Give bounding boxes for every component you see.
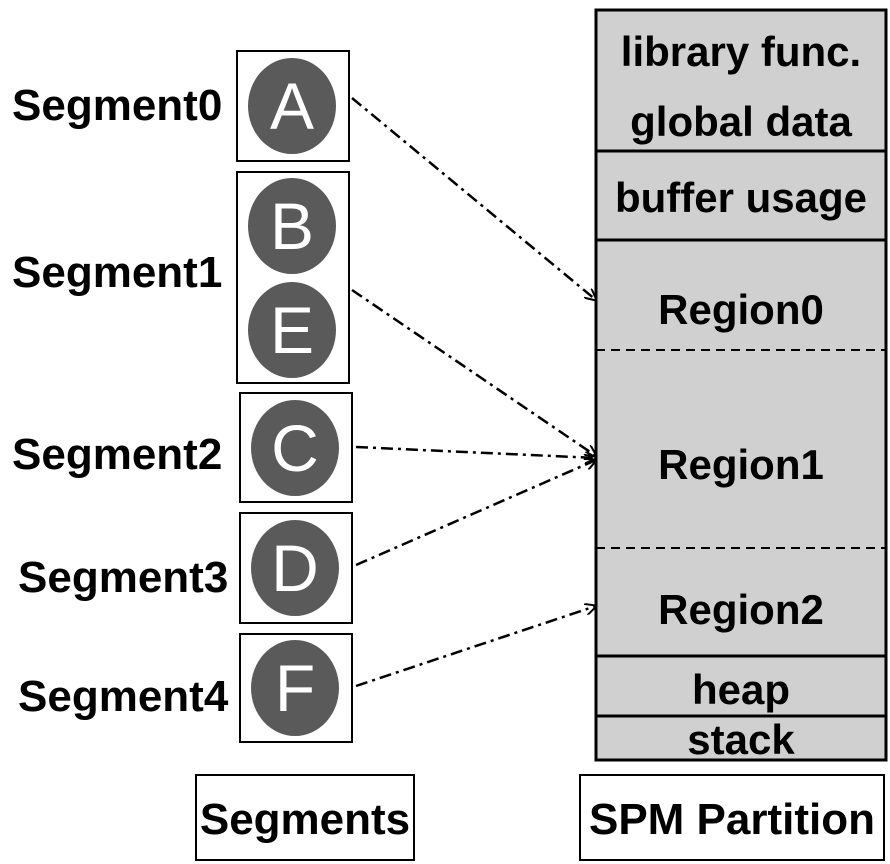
segment-label-3: Segment3 <box>18 553 228 602</box>
svg-text:C: C <box>271 411 319 485</box>
segment-circle-b: B <box>248 178 336 274</box>
svg-text:B: B <box>270 189 314 263</box>
arrow-segment0-to-region0 <box>351 97 596 300</box>
spm-partition-block <box>594 8 888 762</box>
segment-label-1: Segment1 <box>12 248 222 297</box>
svg-text:F: F <box>275 651 315 725</box>
spm-heap: heap <box>692 666 790 713</box>
spm-region2: Region2 <box>658 586 824 633</box>
spm-stack: stack <box>687 716 795 763</box>
arrow-segment2-to-region1 <box>355 445 596 458</box>
svg-text:D: D <box>271 531 319 605</box>
segment-label-2: Segment2 <box>12 430 222 479</box>
svg-text:A: A <box>270 69 314 143</box>
segment-circle-a: A <box>248 58 336 154</box>
arrow-segment1-to-region1 <box>351 288 596 456</box>
arrow-segment3-to-region1 <box>355 460 596 567</box>
spm-caption-box <box>579 774 885 861</box>
spm-library-func: library func. <box>621 28 861 75</box>
segment-circle-c: C <box>251 400 339 496</box>
segment-circle-d: D <box>251 520 339 616</box>
spm-global-data: global data <box>630 98 852 145</box>
segments-caption: Segments <box>200 795 410 844</box>
spm-buffer-usage: buffer usage <box>615 174 867 221</box>
segments-caption-box <box>195 774 415 861</box>
spm-region0: Region0 <box>658 286 824 333</box>
segment-circle-f: F <box>251 640 339 736</box>
segment-label-0: Segment0 <box>12 81 222 130</box>
segment-label-4: Segment4 <box>18 672 229 721</box>
arrow-segment4-to-region2 <box>355 606 596 688</box>
svg-text:E: E <box>270 293 314 367</box>
spm-region1: Region1 <box>658 441 824 488</box>
spm-caption: SPM Partition <box>589 795 875 844</box>
segment-circle-e: E <box>248 282 336 378</box>
